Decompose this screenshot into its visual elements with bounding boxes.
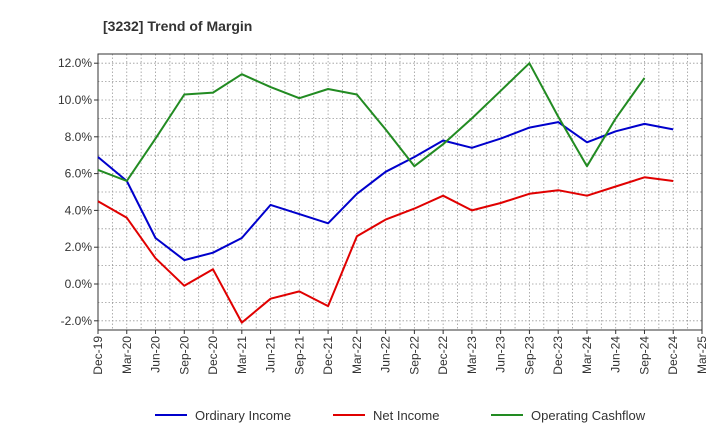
legend-label: Operating Cashflow [531,408,646,423]
x-tick-label: Sep-21 [292,336,306,375]
x-tick-label: Sep-22 [407,336,421,375]
y-tick-label: 4.0% [65,203,93,217]
y-tick-label: -2.0% [61,314,93,328]
x-tick-label: Sep-20 [177,336,191,375]
x-tick-label: Jun-20 [149,336,163,373]
y-axis: -2.0% 0.0% 2.0% 4.0% 6.0% 8.0% 10.0% 12.0% [58,56,98,328]
x-tick-label: Dec-23 [551,336,565,375]
series-line-ordinary-income [97,121,674,262]
x-tick-label: Jun-24 [609,336,623,373]
y-tick-label: 8.0% [65,130,93,144]
y-tick-label: 2.0% [65,240,93,254]
series-line-net-income [97,176,674,324]
x-tick-label: Jun-23 [494,336,508,373]
legend: Ordinary Income Net Income Operating Cashf… [155,408,646,423]
y-tick-label: 6.0% [65,167,93,181]
x-tick-label: Dec-24 [666,336,680,375]
plot-area-border [97,53,703,331]
series-layer [97,62,674,324]
grid-layer [98,54,702,330]
y-tick-label: 0.0% [65,277,93,291]
legend-label: Net Income [373,408,439,423]
x-tick-label: Mar-24 [580,336,594,374]
x-tick-label: Jun-21 [264,336,278,373]
x-tick-label: Dec-21 [321,336,335,375]
x-tick-label: Dec-19 [91,336,105,375]
chart-title: [3232] Trend of Margin [103,18,252,34]
x-tick-label: Dec-22 [436,336,450,375]
x-tick-label: Sep-23 [522,336,536,375]
x-axis: Dec-19 Mar-20 Jun-20 Sep-20 Dec-20 Mar-21 Jun-… [91,330,709,375]
x-tick-label: Jun-22 [379,336,393,373]
x-tick-label: Mar-23 [465,336,479,374]
y-tick-label: 10.0% [58,93,92,107]
series-line-operating-cashflow [97,62,646,182]
x-tick-label: Mar-21 [235,336,249,374]
x-tick-label: Mar-25 [695,336,709,374]
x-tick-label: Dec-20 [206,336,220,375]
x-tick-label: Mar-20 [120,336,134,374]
x-tick-label: Sep-24 [637,336,651,375]
y-tick-label: 12.0% [58,56,92,70]
legend-label: Ordinary Income [195,408,291,423]
x-tick-label: Mar-22 [350,336,364,374]
